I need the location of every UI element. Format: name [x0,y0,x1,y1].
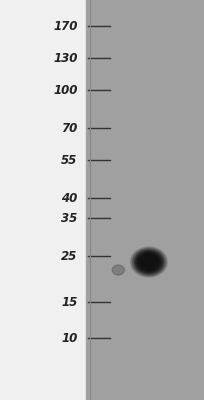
Text: 55: 55 [61,154,78,166]
Ellipse shape [142,256,156,268]
Text: 40: 40 [61,192,78,204]
Text: 170: 170 [53,20,78,32]
Ellipse shape [134,250,164,274]
Ellipse shape [112,265,124,275]
Ellipse shape [139,254,159,270]
Text: 130: 130 [53,52,78,64]
Text: 10: 10 [61,332,78,344]
Ellipse shape [132,248,166,276]
Text: 100: 100 [53,84,78,96]
Text: 15: 15 [61,296,78,308]
Bar [0,0,86,400]
Ellipse shape [137,252,161,272]
Ellipse shape [135,251,162,273]
Ellipse shape [131,247,167,277]
Ellipse shape [141,255,157,269]
Text: 25: 25 [61,250,78,262]
Text: 35: 35 [61,212,78,224]
Text: 70: 70 [61,122,78,134]
Bar [86,0,204,400]
